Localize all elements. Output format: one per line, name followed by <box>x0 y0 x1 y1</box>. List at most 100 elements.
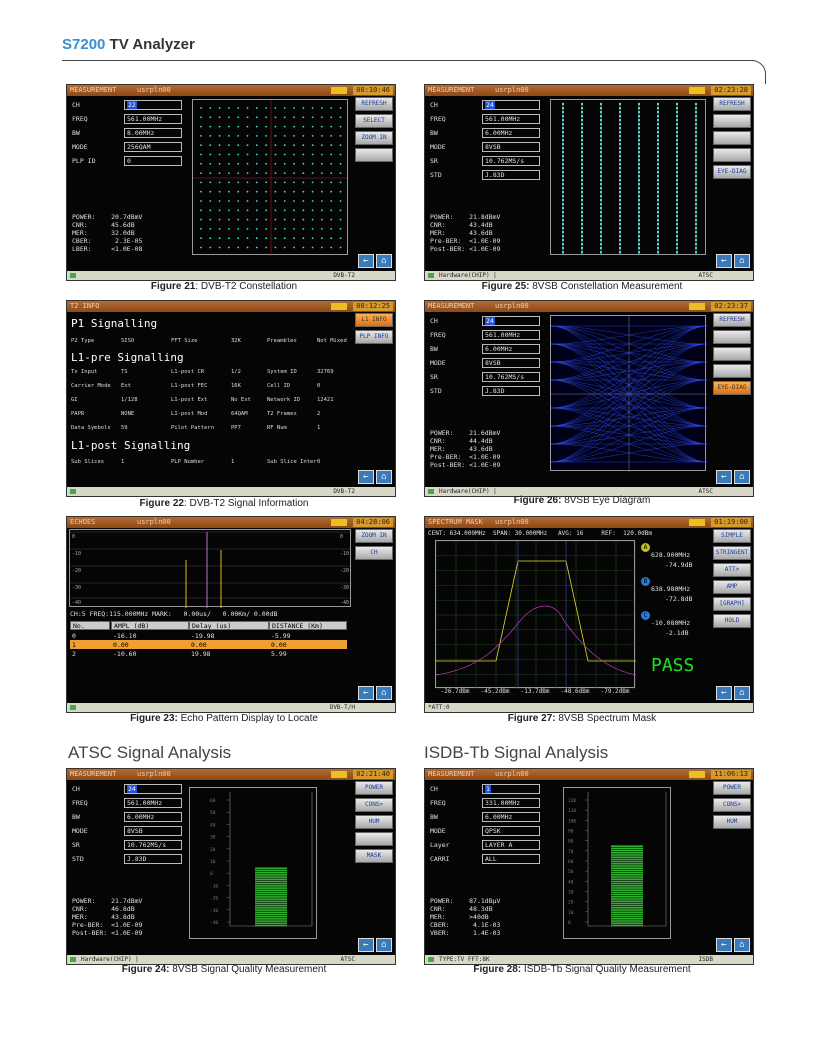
constellation-point <box>321 209 323 212</box>
blank-button[interactable]: - <box>713 114 751 128</box>
blank-button[interactable]: - <box>713 364 751 378</box>
blank-button[interactable]: - <box>713 148 751 162</box>
back-icon[interactable]: ← <box>716 254 732 268</box>
field-label: MODE <box>430 359 446 367</box>
hum-button[interactable]: HUM <box>713 815 751 829</box>
y-tick: -40 <box>340 600 349 606</box>
l1-info-button[interactable]: L1 INFO <box>355 313 393 327</box>
ch-button[interactable]: CH <box>355 546 393 560</box>
home-icon[interactable]: ⌂ <box>376 470 392 484</box>
field-label: STD <box>430 171 442 179</box>
refresh-button[interactable]: REFRESH <box>713 313 751 327</box>
level-bar <box>255 909 287 911</box>
home-icon[interactable]: ⌂ <box>734 686 750 700</box>
home-icon[interactable]: ⌂ <box>376 938 392 952</box>
constellation-point <box>321 246 323 249</box>
constellation-point <box>209 228 212 230</box>
blank-button[interactable]: - <box>713 330 751 344</box>
symbol-point <box>676 215 678 218</box>
field-label: CH <box>430 101 438 109</box>
table-cell: 2 <box>72 650 76 658</box>
cons-button[interactable]: CONS> <box>713 798 751 812</box>
eye-trace <box>551 325 707 381</box>
back-icon[interactable]: ← <box>716 938 732 952</box>
constellation-point <box>330 125 333 128</box>
home-icon[interactable]: ⌂ <box>734 254 750 268</box>
channel-value[interactable]: 1 <box>485 785 491 793</box>
constellation-point <box>274 172 277 174</box>
level-bar <box>255 869 287 872</box>
zoom-in-button[interactable]: ZOOM IN <box>355 529 393 543</box>
heading-l1pre: L1-pre Signalling <box>71 351 184 364</box>
constellation-point <box>218 116 221 119</box>
symbol-point <box>562 183 564 186</box>
info-cell: 1/2 <box>231 369 241 375</box>
plp-info-button[interactable]: PLP INFO <box>355 330 393 344</box>
symbol-point <box>695 207 697 210</box>
symbol-point <box>619 203 621 206</box>
power-button[interactable]: POWER <box>355 781 393 795</box>
select-button[interactable]: SELECT <box>355 114 393 128</box>
constellation-point <box>237 246 240 249</box>
power-button[interactable]: POWER <box>713 781 751 795</box>
constellation-point <box>330 246 333 249</box>
symbol-point <box>619 123 621 126</box>
channel-value[interactable]: 24 <box>127 785 137 793</box>
simple-button[interactable]: SIMPLE <box>713 529 751 543</box>
back-icon[interactable]: ← <box>358 254 374 268</box>
back-icon[interactable]: ← <box>358 470 374 484</box>
blank-button[interactable]: - <box>355 148 393 162</box>
home-icon[interactable]: ⌂ <box>734 470 750 484</box>
constellation-point <box>200 200 202 202</box>
graph-button[interactable]: [GRAPH] <box>713 597 751 611</box>
symbol-point <box>600 151 602 154</box>
symbol-point <box>638 195 640 198</box>
blank-button[interactable]: - <box>355 832 393 846</box>
level-bar <box>255 876 287 878</box>
constellation-point <box>293 218 295 221</box>
stringent-button[interactable]: STRINGENT <box>713 546 751 560</box>
statusbar: *ATT:0 <box>425 703 753 712</box>
back-icon[interactable]: ← <box>358 686 374 700</box>
symbol-point <box>600 163 602 166</box>
constellation-point <box>283 181 286 184</box>
back-icon[interactable]: ← <box>716 686 732 700</box>
att-button[interactable]: ATT> <box>713 563 751 577</box>
level-bar <box>611 880 643 883</box>
cons-button[interactable]: CONS> <box>355 798 393 812</box>
tick-label: 20 <box>568 900 574 906</box>
constellation-point <box>255 107 258 109</box>
tick-label: -20 <box>210 896 218 902</box>
amp-button[interactable]: AMP <box>713 580 751 594</box>
zoom-in-button[interactable]: ZOOM IN <box>355 131 393 145</box>
home-icon[interactable]: ⌂ <box>376 686 392 700</box>
refresh-button[interactable]: REFRESH <box>355 97 393 111</box>
hum-button[interactable]: HUM <box>355 815 393 829</box>
field-value: 331.00MHz <box>482 798 540 808</box>
symbol-point <box>657 223 659 226</box>
home-icon[interactable]: ⌂ <box>734 938 750 952</box>
symbol-point <box>600 203 602 206</box>
constellation-point <box>302 125 305 128</box>
eye-diag-button[interactable]: EYE-DIAG <box>713 381 751 395</box>
mask-button[interactable]: MASK <box>355 849 393 863</box>
standard: DVB-T/H <box>329 704 355 711</box>
eye-diag-button[interactable]: EYE-DIAG <box>713 165 751 179</box>
symbol-point <box>695 179 697 182</box>
back-icon[interactable]: ← <box>716 470 732 484</box>
channel-value[interactable]: 24 <box>485 101 495 109</box>
constellation-point <box>255 162 258 165</box>
hold-button[interactable]: HOLD <box>713 614 751 628</box>
nav-buttons: ← ⌂ <box>714 248 750 268</box>
blank-button[interactable]: - <box>713 131 751 145</box>
back-icon[interactable]: ← <box>358 938 374 952</box>
symbol-point <box>657 131 659 134</box>
home-icon[interactable]: ⌂ <box>376 254 392 268</box>
channel-value[interactable]: 22 <box>127 101 137 109</box>
symbol-point <box>695 167 697 170</box>
field-value: 24 <box>482 100 540 110</box>
blank-button[interactable]: - <box>713 347 751 361</box>
clock: 00:10:46 <box>353 86 393 95</box>
refresh-button[interactable]: REFRESH <box>713 97 751 111</box>
channel-value[interactable]: 24 <box>485 317 495 325</box>
